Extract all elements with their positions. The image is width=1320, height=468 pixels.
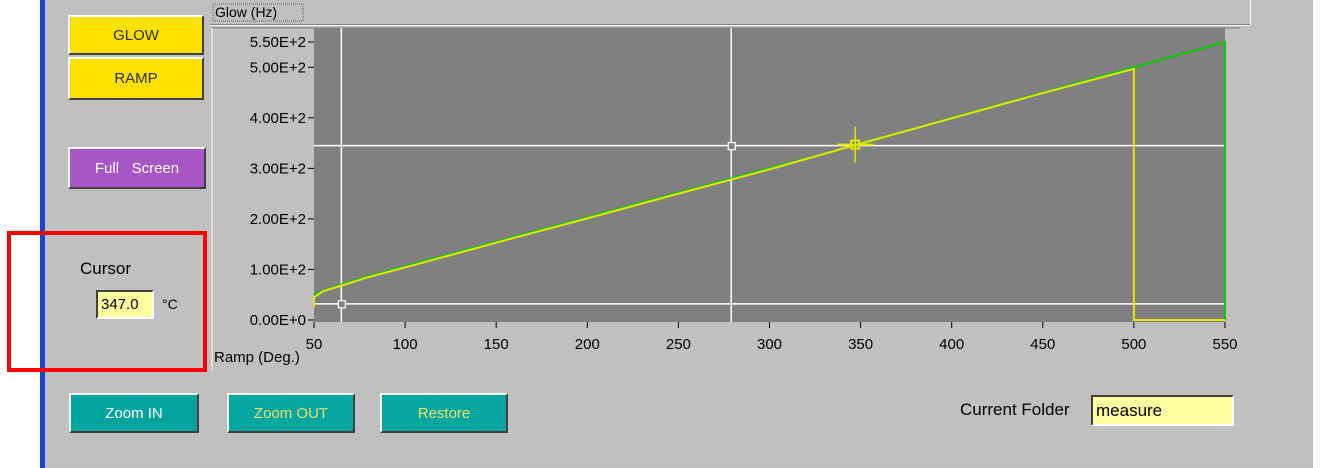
highlight-box	[7, 231, 207, 372]
panel-divider-highlight	[210, 25, 1250, 26]
restore-button: Restore	[380, 393, 508, 433]
current-folder-label: Current Folder	[960, 400, 1070, 419]
cursor-label: Cursor	[80, 259, 132, 278]
full-screen-button[interactable]: Full Screen	[68, 147, 206, 189]
current-folder-field[interactable]: measure	[1091, 395, 1234, 426]
panel-divider	[210, 24, 1250, 25]
glow-button[interactable]: GLOW	[68, 15, 204, 55]
cursor-value-field[interactable]: 347.0	[96, 290, 154, 319]
panel-right-divider	[1250, 0, 1251, 25]
zoom-in-button[interactable]: Zoom IN	[69, 393, 199, 433]
ramp-button[interactable]: RAMP	[68, 57, 204, 100]
zoom-out-button: Zoom OUT	[227, 393, 355, 433]
cursor-unit-label: °C	[162, 296, 178, 312]
